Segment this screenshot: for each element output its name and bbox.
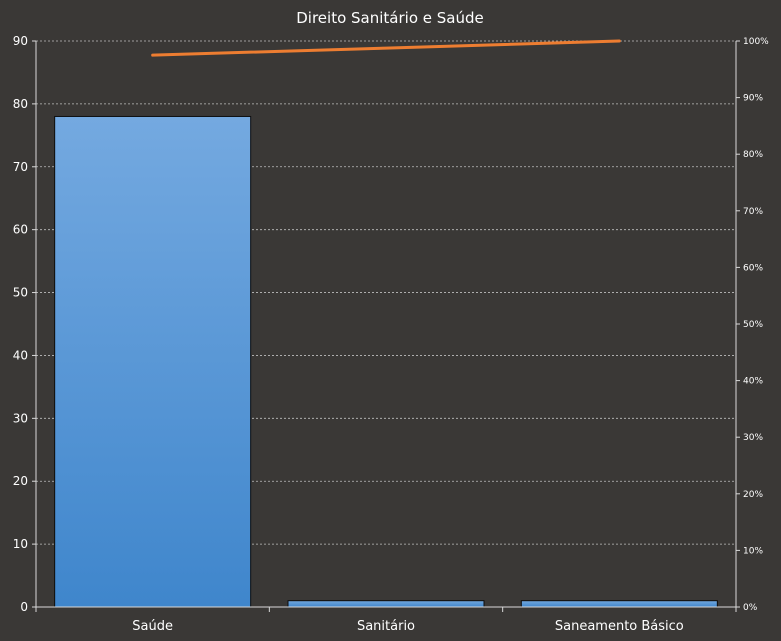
bar [520,600,718,608]
y-tick-label: 30 [13,411,28,425]
axes [32,40,740,612]
y-tick-label: 60 [13,223,28,237]
bar [54,115,252,608]
y2-tick-label: 0% [743,603,758,613]
bar [287,600,485,608]
y2-tick-label: 60% [743,263,763,273]
left-axis-ticks: 0 10 20 30 40 50 60 70 80 90 [13,34,28,614]
y2-tick-label: 80% [743,150,763,160]
y2-tick-label: 10% [743,546,763,556]
x-category-label: Saneamento Básico [555,619,684,634]
cumulative-line-group [151,39,621,57]
y-tick-label: 70 [13,160,28,174]
chart-title: Direito Sanitário e Saúde [296,9,484,27]
y-tick-label: 10 [13,537,28,551]
y2-tick-label: 50% [743,320,763,330]
y-tick-label: 80 [13,97,28,111]
x-category-label: Saúde [132,619,173,634]
y-tick-label: 90 [13,34,28,48]
y2-tick-label: 30% [743,433,763,443]
y2-tick-label: 70% [743,207,763,217]
y-tick-label: 50 [13,286,28,300]
y2-tick-label: 100% [743,37,769,47]
right-axis-ticks: 0% 10% 20% 30% 40% 50% 60% 70% 80% 90% 100% [743,37,769,613]
y2-tick-label: 20% [743,490,763,500]
y2-tick-label: 40% [743,377,763,387]
y2-tick-label: 90% [743,94,763,104]
cumulative-percent-line [151,39,621,57]
y-tick-label: 20 [13,474,28,488]
x-category-label: Sanitário [357,619,415,634]
y-tick-label: 0 [20,600,28,614]
category-labels: Saúde Sanitário Saneamento Básico [132,619,684,634]
y-tick-label: 40 [13,348,28,362]
bars [54,115,718,608]
